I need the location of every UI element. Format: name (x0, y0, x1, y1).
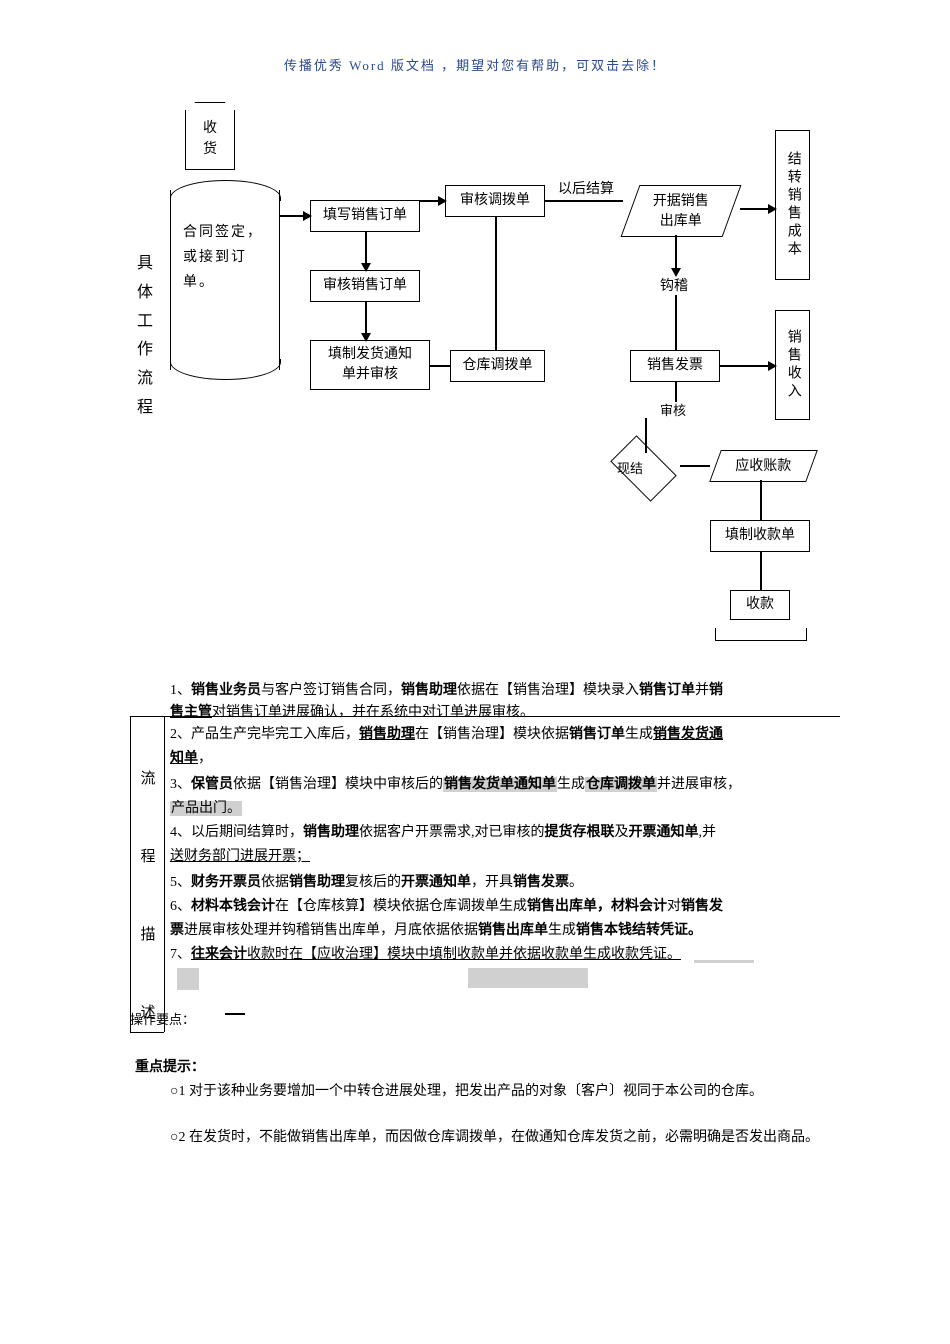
node-fill-order-label: 填写销售订单 (323, 206, 407, 226)
node-cost-carry-label: 结转销售成本 (781, 151, 803, 259)
node-sales-income-label: 销售收入 (781, 329, 803, 401)
node-audit-transfer: 审核调拨单 (445, 185, 545, 217)
node-audit-transfer-label: 审核调拨单 (460, 191, 530, 211)
decision-cash-label: 现结 (617, 458, 643, 477)
arrow-head (671, 268, 681, 277)
node-sales-outbound: 开据销售 出库单 (621, 185, 742, 237)
node-warehouse-transfer-label: 仓库调拨单 (463, 356, 533, 376)
document-header: 传播优秀 Word 版文档 ，期望对您有帮助，可双击去除！ (0, 55, 950, 74)
node-contract: 合同签定，或接到订单。 (170, 190, 280, 370)
gray-box-3 (694, 960, 754, 963)
arrow-head (303, 211, 312, 221)
op-label: 操作要点： (130, 1008, 195, 1031)
node-sales-invoice: 销售发票 (630, 350, 720, 382)
table-border-left (130, 716, 131, 1032)
tip-1: ○1 对于该种业务要增加一个中转仓进展处理，把发出产品的对象〔客户〕视同于本公司… (170, 1080, 835, 1104)
vert-flow-label-text: 流 程 描 述 (140, 771, 155, 1021)
node-fill-receipt-label: 填制收款单 (725, 526, 795, 546)
desc-line-12: 7、往来会计收款时在【应收治理】模块中填制收款单并依据收款单生成收款凭证。 (170, 942, 840, 967)
vert-flow-label: 流 程 描 述 (138, 760, 158, 1033)
desc-line-8: 送财务部门进展开票； (170, 844, 310, 869)
desc-line-11: 票进展审核处理并钩稽销售出库单，月底依据依据销售出库单生成销售本钱结转凭证。 (170, 918, 840, 943)
page-root: 传播优秀 Word 版文档 ，期望对您有帮助，可双击去除！ 具体工作流程 收 货… (0, 0, 950, 1344)
arrow (495, 217, 497, 350)
flowchart: 收 货 合同签定，或接到订单。 填写销售订单 审核销售订单 填制发货通知 单并审… (130, 100, 850, 680)
table-border-mid (164, 716, 165, 1032)
label-later-settle: 以后结算 (558, 178, 614, 198)
desc-line-6: 产品出门。 (170, 796, 242, 821)
desc-line-9: 5、财务开票员依据销售助理复核后的开票通知单，开具销售发票。 (170, 870, 840, 895)
node-fill-order: 填写销售订单 (310, 200, 420, 232)
desc-line-10: 6、材料本钱会计在【仓库核算】模块依据仓库调拨单生成销售出库单，材料会计对销售发 (170, 894, 840, 919)
arrow (645, 418, 647, 453)
node-receivable-label: 应收账款 (716, 451, 811, 483)
node-contract-label: 合同签定，或接到订单。 (183, 225, 263, 290)
node-audit-order-label: 审核销售订单 (323, 276, 407, 296)
label-hook: 钩稽 (660, 275, 688, 295)
node-fill-ship: 填制发货通知 单并审核 (310, 340, 430, 390)
receipt-bottom-decoration (715, 628, 807, 641)
tips-title-text: 重点提示： (135, 1060, 205, 1075)
node-receive: 收 货 (185, 110, 235, 170)
node-warehouse-transfer: 仓库调拨单 (450, 350, 545, 382)
label-audit: 审核 (660, 400, 686, 419)
node-receipt-label: 收款 (746, 595, 774, 615)
gray-box-2 (468, 968, 588, 988)
arrow-head (361, 263, 371, 272)
node-sales-outbound-label: 开据销售 出库单 (631, 186, 731, 237)
arrow (675, 382, 677, 402)
arrow (760, 552, 762, 590)
arrow (675, 295, 677, 350)
arrow-head (768, 204, 777, 214)
arrow (680, 465, 710, 467)
arrow (760, 480, 762, 520)
node-sales-invoice-label: 销售发票 (647, 356, 703, 376)
arrow (430, 365, 450, 367)
op-dash (225, 1013, 245, 1015)
tips-title: 重点提示： (135, 1055, 205, 1080)
node-fill-ship-label: 填制发货通知 单并审核 (328, 345, 412, 384)
arrow (720, 365, 775, 367)
op-label-text: 操作要点： (130, 1012, 195, 1027)
node-fill-receipt: 填制收款单 (710, 520, 810, 552)
desc-line-4: 知单， (170, 746, 212, 771)
node-receive-label: 收 货 (203, 121, 217, 157)
gray-box-1 (177, 968, 199, 990)
arrow-head (361, 333, 371, 342)
arrow-head (438, 196, 447, 206)
arrow (545, 200, 623, 202)
node-receivable: 应收账款 (709, 450, 818, 482)
tip-2: ○2 在发货时，不能做销售出库单，而因做仓库调拨单，在做通知仓库发货之前，必需明… (170, 1126, 835, 1150)
node-sales-income: 销售收入 (775, 310, 810, 420)
node-receipt: 收款 (730, 590, 790, 620)
node-audit-order: 审核销售订单 (310, 270, 420, 302)
desc-line-5: 3、保管员依据【销售治理】模块中审核后的销售发货单通知单生成仓库调拨单并进展审核… (170, 772, 840, 797)
desc-line-7: 4、以后期间结算时，销售助理依据客户开票需求,对已审核的提货存根联及开票通知单,… (170, 820, 840, 845)
arrow-head (768, 361, 777, 371)
desc-line-3: 2、产品生产完毕完工入库后，销售助理在【销售治理】模块依据销售订单生成销售发货通 (170, 722, 840, 747)
node-cost-carry: 结转销售成本 (775, 130, 810, 280)
